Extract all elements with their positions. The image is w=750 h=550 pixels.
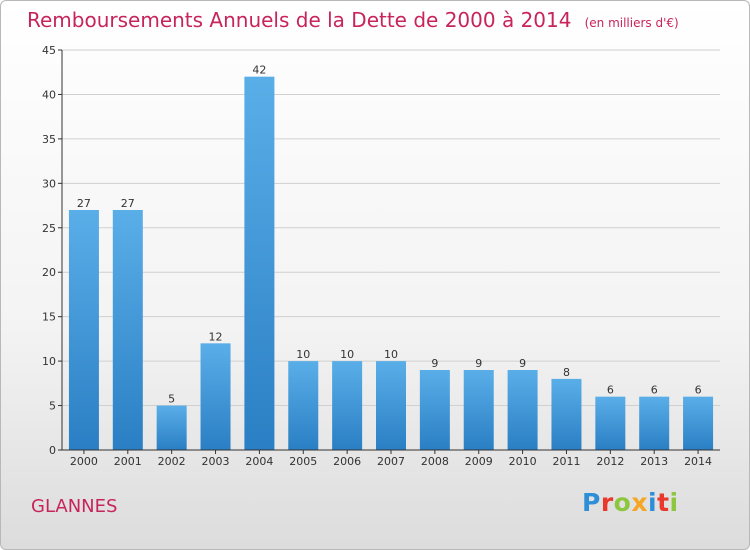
logo-letter: o (613, 488, 632, 517)
data-label: 10 (296, 348, 310, 361)
x-tick-label: 2006 (333, 455, 361, 468)
bar (419, 370, 450, 450)
y-tick-label: 40 (42, 88, 56, 101)
data-label: 10 (384, 348, 398, 361)
data-label: 5 (168, 393, 175, 406)
chart-subtitle: (en milliers d'€) (584, 16, 679, 30)
x-tick-label: 2013 (640, 455, 668, 468)
chart-title: Remboursements Annuels de la Dette de 20… (27, 8, 572, 32)
x-tick-label: 2003 (202, 455, 230, 468)
bar (332, 361, 363, 450)
data-label: 27 (121, 197, 135, 210)
y-tick-label: 25 (42, 222, 56, 235)
y-tick-label: 5 (49, 400, 56, 413)
data-label: 12 (209, 330, 223, 343)
y-tick-label: 35 (42, 133, 56, 146)
y-tick-label: 30 (42, 177, 56, 190)
logo-letter: P (582, 488, 601, 517)
bar (68, 210, 99, 450)
bar (244, 76, 275, 451)
axes: 0 5 10 15 20 25 30 35 40 45 2000 2001 2002 2003 2004 20… (42, 44, 720, 468)
y-tick-label: 10 (42, 355, 56, 368)
x-tick-label: 2014 (684, 455, 712, 468)
data-label: 27 (77, 197, 91, 210)
bar (200, 343, 231, 450)
data-label: 6 (651, 384, 658, 397)
data-label: 6 (607, 384, 614, 397)
data-label: 9 (519, 357, 526, 370)
logo-letter: i (669, 488, 679, 517)
chart-title-block: Remboursements Annuels de la Dette de 20… (27, 8, 679, 32)
x-tick-label: 2007 (377, 455, 405, 468)
bar (639, 396, 670, 450)
x-tick-label: 2004 (245, 455, 273, 468)
x-tick-label: 2010 (509, 455, 537, 468)
commune-name: GLANNES (31, 496, 118, 517)
data-label: 9 (475, 357, 482, 370)
bar (463, 370, 494, 450)
bar (376, 361, 406, 450)
x-tick-label: 2009 (465, 455, 493, 468)
x-tick-label: 2008 (421, 455, 449, 468)
logo-letter: r (600, 488, 614, 517)
bar (288, 361, 319, 450)
logo-letter: i (648, 488, 658, 517)
x-tick-label: 2000 (70, 455, 98, 468)
bar (595, 396, 626, 450)
bar (156, 405, 187, 450)
logo-letter: t (657, 488, 670, 517)
bar (683, 396, 714, 450)
bar (507, 370, 538, 450)
y-tick-label: 20 (42, 266, 56, 279)
data-label: 9 (431, 357, 438, 370)
data-label: 42 (252, 64, 266, 77)
proxiti-logo: Proxiti (582, 488, 679, 517)
bar (112, 210, 143, 450)
x-tick-label: 2002 (158, 455, 186, 468)
bar (551, 378, 582, 450)
logo-letter: x (631, 488, 648, 517)
x-tick-label: 2012 (596, 455, 624, 468)
y-tick-label: 45 (42, 44, 56, 57)
data-label: 8 (563, 366, 570, 379)
x-tick-label: 2011 (552, 455, 580, 468)
x-tick-label: 2001 (114, 455, 142, 468)
x-tick-label: 2005 (289, 455, 317, 468)
y-tick-label: 0 (49, 444, 56, 457)
data-label: 6 (695, 384, 702, 397)
bars: 27 27 5 12 42 10 10 10 9 9 9 8 6 6 6 (68, 64, 714, 451)
data-label: 10 (340, 348, 354, 361)
y-tick-label: 15 (42, 311, 56, 324)
